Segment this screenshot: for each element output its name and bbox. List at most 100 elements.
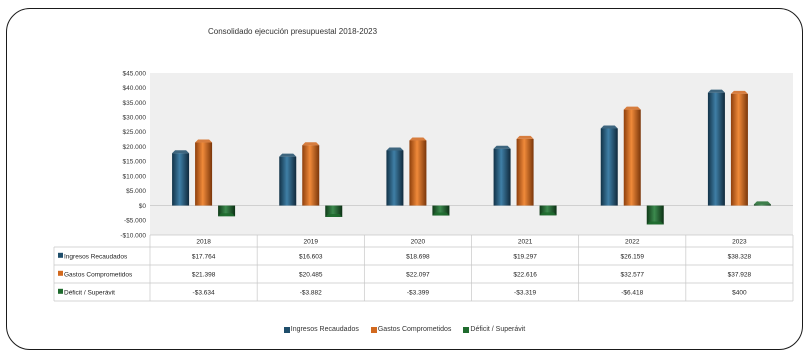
table-cell-value: $16.603 bbox=[299, 253, 323, 260]
bar-cap bbox=[218, 213, 236, 217]
legend-swatch bbox=[370, 326, 377, 333]
bar-ingresos-recaudados-2020 bbox=[386, 147, 404, 206]
bar-body bbox=[195, 142, 213, 206]
table-cell-value: $22.616 bbox=[513, 271, 537, 278]
legend-item: Déficit / Superávit bbox=[463, 326, 525, 333]
bar-gastos-comprometidos-2023 bbox=[730, 90, 748, 206]
bar-cap bbox=[707, 89, 725, 93]
bar-ingresos-recaudados-2021 bbox=[493, 145, 511, 206]
bar-d-ficit-super-vit-2018 bbox=[218, 205, 236, 217]
bar-cap bbox=[432, 212, 450, 216]
y-tick-label: $30.000 bbox=[123, 114, 147, 121]
bar-body bbox=[516, 138, 534, 206]
bar-cap bbox=[753, 201, 771, 205]
table-row-label: Gastos Comprometidos bbox=[64, 271, 133, 278]
table-legend-swatch bbox=[58, 288, 63, 294]
y-tick-label: $0 bbox=[139, 203, 147, 210]
table-cell-value: $22.097 bbox=[406, 271, 430, 278]
data-table: 2018 2019 2020 2021 2022 2023 Ingresos Recauda… bbox=[53, 234, 794, 302]
bar-cap bbox=[646, 221, 664, 225]
bar-body bbox=[539, 205, 557, 216]
table-cell-value: $37.928 bbox=[728, 271, 752, 278]
bar-cap bbox=[623, 106, 641, 110]
bar-d-ficit-super-vit-2019 bbox=[325, 205, 343, 217]
bar-ingresos-recaudados-2019 bbox=[279, 153, 297, 206]
table-cell-value: $17.764 bbox=[192, 253, 216, 260]
table-header-year: 2021 bbox=[518, 239, 533, 246]
table-cell-value: $38.328 bbox=[728, 253, 752, 260]
bar-body bbox=[302, 145, 320, 206]
bar-cap bbox=[279, 153, 297, 157]
legend-item: Ingresos Recaudados bbox=[283, 326, 359, 333]
y-tick-label: -$10.000 bbox=[120, 232, 146, 239]
table-header-year: 2023 bbox=[732, 239, 747, 246]
bar-cap bbox=[386, 147, 404, 151]
table-cell-value: $400 bbox=[732, 289, 747, 296]
legend-swatch bbox=[463, 326, 470, 333]
bar-ingresos-recaudados-2023 bbox=[707, 89, 725, 206]
chart-title: Consolidado ejecución presupuestal 2018-… bbox=[208, 27, 378, 36]
bar-cap bbox=[516, 135, 534, 139]
y-tick-label: $25.000 bbox=[123, 129, 147, 136]
plot-area bbox=[150, 73, 793, 235]
bar-body bbox=[325, 205, 343, 217]
bar-gastos-comprometidos-2019 bbox=[302, 142, 320, 206]
y-tick-label: $15.000 bbox=[123, 159, 147, 166]
bar-body bbox=[600, 128, 618, 206]
table-cell-value: -$3.882 bbox=[300, 289, 322, 296]
table-cell-value: $19.297 bbox=[513, 253, 537, 260]
y-tick-label: $5.000 bbox=[126, 188, 146, 195]
table-cell-value: $18.698 bbox=[406, 253, 430, 260]
y-tick-label: -$5.000 bbox=[124, 218, 146, 225]
bars bbox=[172, 89, 771, 225]
bar-ingresos-recaudados-2018 bbox=[172, 150, 190, 206]
chart-legend: Ingresos Recaudados Gastos Comprometidos D… bbox=[0, 326, 809, 333]
table-header-year: 2020 bbox=[411, 239, 426, 246]
y-tick-label: $20.000 bbox=[123, 144, 147, 151]
bar-body bbox=[386, 150, 404, 206]
bar-cap bbox=[600, 125, 618, 129]
bar-d-ficit-super-vit-2020 bbox=[432, 205, 450, 216]
table-row-label: Déficit / Superávit bbox=[64, 289, 115, 296]
table-cell-value: $32.577 bbox=[621, 271, 645, 278]
bar-body bbox=[279, 156, 297, 206]
bar-gastos-comprometidos-2021 bbox=[516, 135, 534, 206]
table-cell-value: -$3.399 bbox=[407, 289, 429, 296]
bar-body bbox=[646, 205, 664, 225]
legend-label: Ingresos Recaudados bbox=[290, 326, 359, 333]
table-legend-swatch bbox=[58, 252, 63, 258]
table-cell-value: -$3.634 bbox=[193, 289, 215, 296]
bar-d-ficit-super-vit-2021 bbox=[539, 205, 557, 216]
legend-label: Gastos Comprometidos bbox=[377, 326, 452, 333]
legend-label: Déficit / Superávit bbox=[470, 326, 526, 333]
table-header-year: 2022 bbox=[625, 239, 640, 246]
legend-item: Gastos Comprometidos bbox=[370, 326, 452, 333]
bar-gastos-comprometidos-2020 bbox=[409, 137, 427, 206]
bar-body bbox=[707, 92, 725, 206]
table-cell-value: -$3.319 bbox=[514, 289, 536, 296]
y-tick-label: $10.000 bbox=[123, 173, 147, 180]
legend-swatch bbox=[283, 326, 290, 333]
table-row-label: Ingresos Recaudados bbox=[64, 253, 128, 260]
bar-body bbox=[753, 204, 771, 206]
bar-body bbox=[409, 140, 427, 206]
bar-cap bbox=[325, 213, 343, 217]
bar-gastos-comprometidos-2018 bbox=[195, 139, 213, 206]
table-cell-value: $21.398 bbox=[192, 271, 216, 278]
bar-ingresos-recaudados-2022 bbox=[600, 125, 618, 206]
y-tick-label: $35.000 bbox=[123, 100, 147, 107]
bar-cap bbox=[409, 137, 427, 141]
bar-gastos-comprometidos-2022 bbox=[623, 106, 641, 206]
bar-d-ficit-super-vit-2022 bbox=[646, 205, 664, 225]
bar-cap bbox=[302, 142, 320, 146]
bar-cap bbox=[539, 212, 557, 216]
table-header-year: 2019 bbox=[304, 239, 319, 246]
y-axis: -$10.000 -$5.000 $0 $5.000 $10.000 $15.000 $20… bbox=[120, 70, 793, 239]
y-tick-label: $40.000 bbox=[123, 85, 147, 92]
bar-body bbox=[218, 205, 236, 217]
y-tick-label: $45.000 bbox=[123, 70, 147, 77]
table-cell-value: $26.159 bbox=[621, 253, 645, 260]
bar-cap bbox=[195, 139, 213, 143]
bar-body bbox=[730, 93, 748, 206]
